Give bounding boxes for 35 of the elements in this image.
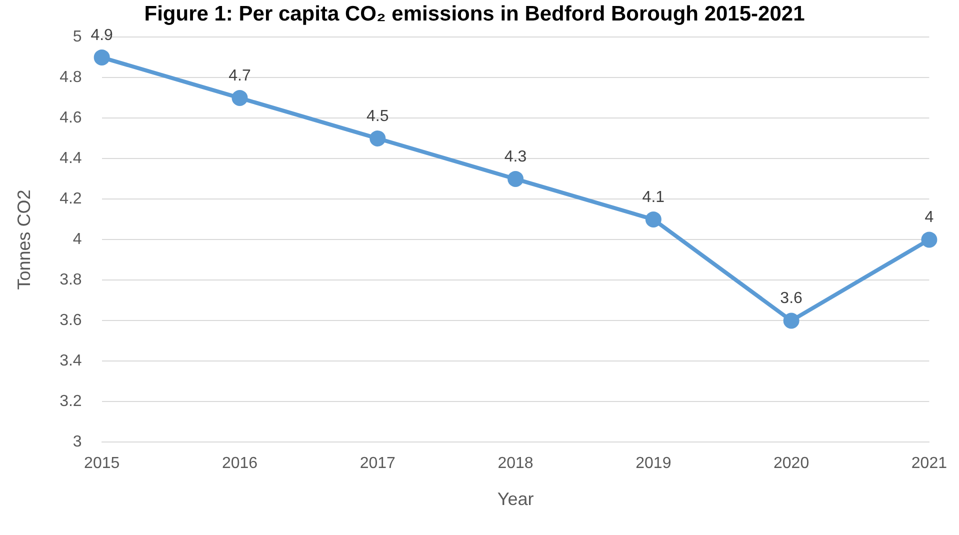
y-axis-title: Tonnes CO2	[14, 190, 34, 290]
point	[508, 170, 524, 187]
data-label: 4.5	[366, 108, 389, 125]
data-label: 4	[924, 209, 934, 226]
y-tick-label: 5	[72, 28, 82, 46]
y-tick-label: 3.2	[60, 393, 82, 410]
y-tick-label: 4.8	[60, 69, 82, 86]
y-tick-label: 4.2	[60, 190, 82, 208]
y-tick-label: 3.6	[60, 312, 82, 330]
point	[232, 90, 248, 106]
x-axis-title: Year	[497, 489, 534, 510]
data-label: 4.3	[504, 148, 527, 166]
y-tick-label: 3.4	[60, 352, 82, 370]
y-tick-label: 3	[72, 434, 82, 451]
y-tick-label: 4.6	[60, 110, 82, 127]
chart-title: Figure 1: Per capita CO₂ emissions in Bedford Borough 2015-2021	[144, 2, 806, 26]
point	[370, 130, 386, 146]
x-tick-label: 2016	[222, 455, 258, 472]
x-tick-label: 2019	[636, 455, 672, 472]
x-tick-label: 2021	[911, 455, 948, 472]
y-tick-label: 3.8	[60, 272, 82, 289]
x-tick-label: 2020	[774, 455, 810, 472]
point	[94, 49, 110, 66]
y-tick-label: 4.4	[60, 150, 82, 168]
x-tick-label: 2017	[360, 455, 396, 472]
x-tick-label: 2015	[84, 455, 120, 472]
point	[645, 211, 662, 228]
data-label: 4.9	[90, 26, 114, 44]
data-label: 3.6	[780, 290, 803, 308]
data-label: 4.1	[642, 188, 665, 206]
point	[783, 312, 800, 329]
y-tick-label: 4	[72, 231, 82, 248]
data-label: 4.7	[228, 67, 251, 84]
x-tick-label: 2018	[498, 455, 534, 472]
point	[921, 232, 938, 248]
